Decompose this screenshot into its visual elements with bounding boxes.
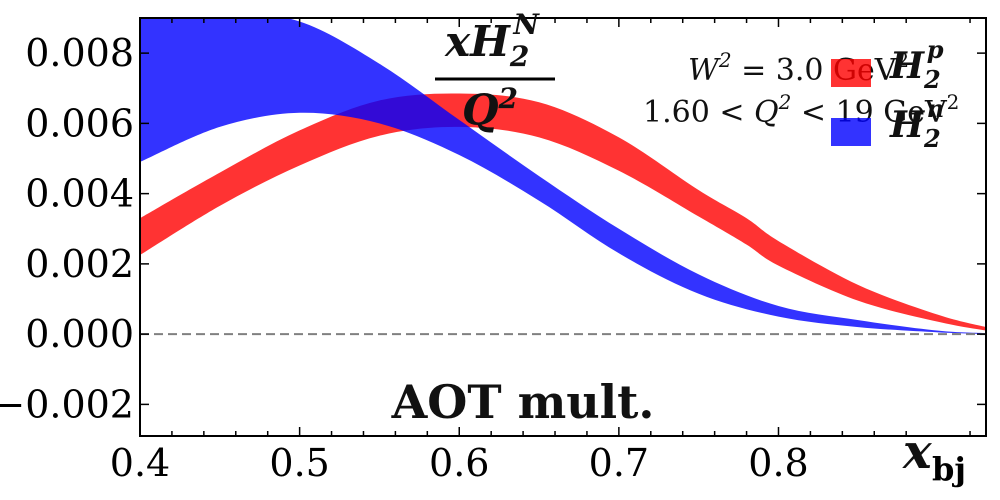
x-axis-label: x bj [902, 424, 966, 488]
band-proton [140, 93, 986, 331]
plot-bands [140, 18, 986, 335]
svg-text:x: x [902, 424, 933, 480]
y-tick-label: −0.002 [0, 382, 134, 426]
legend: H2p H2n [831, 35, 944, 153]
svg-text:xH2N: xH2N [444, 8, 540, 73]
legend-swatch-proton [831, 59, 871, 87]
y-tick-label: 0.000 [25, 312, 134, 356]
y-tick-label: 0.004 [25, 172, 134, 216]
legend-swatch-neutron [831, 118, 871, 146]
svg-text:H2p: H2p [889, 35, 944, 94]
x-tick-label: 0.7 [589, 441, 649, 485]
x-tick-label: 0.8 [748, 441, 808, 485]
svg-text:H2n: H2n [889, 94, 944, 153]
y-axis-label: xH2N Q2 [435, 8, 555, 134]
svg-text:bj: bj [932, 450, 966, 488]
axis-ticks: 0.4 0.5 0.6 0.7 0.8 −0.002 0.000 0.002 0.004 0.00… [0, 18, 986, 485]
svg-text:Q2: Q2 [462, 82, 518, 134]
method-annotation: AOT mult. [391, 375, 655, 429]
plot-frame [139, 17, 987, 437]
x-tick-label: 0.5 [269, 441, 329, 485]
y-tick-label: 0.008 [25, 31, 134, 75]
x-tick-label: 0.4 [110, 441, 170, 485]
band-neutron [140, 18, 986, 335]
w2-annotation: W2 = 3.0 GeV2 [688, 48, 909, 88]
y-tick-label: 0.002 [25, 242, 134, 286]
x-tick-label: 0.6 [429, 441, 489, 485]
y-tick-label: 0.006 [25, 101, 134, 145]
svg-text:W2 = 3.0 GeV2: W2 = 3.0 GeV2 [688, 48, 909, 88]
